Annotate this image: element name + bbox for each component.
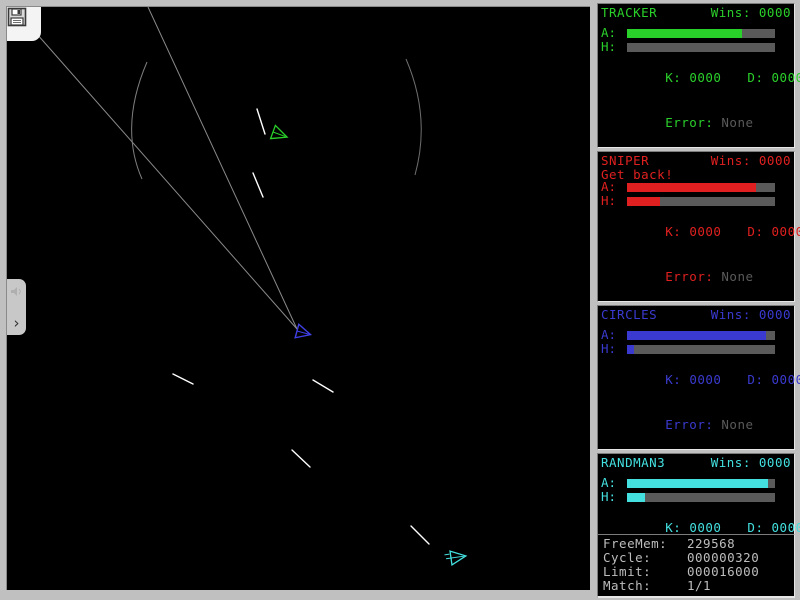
kills-deaths: K: 0000 D: 0000 <box>601 55 800 100</box>
armor-bar-fill <box>627 478 768 488</box>
deaths-value: 0000 <box>771 520 800 535</box>
match-row: Match: 1/1 <box>603 578 712 593</box>
armor-row: A: <box>601 475 791 490</box>
speaker-icon <box>11 287 21 296</box>
robot-sidebar: TRACKER Wins: 0000 A: H: K: 0000 D: 0000 <box>594 0 800 600</box>
ship-randman3 <box>444 550 468 567</box>
error-value: None <box>721 115 754 130</box>
robot-trail-arc <box>405 58 422 176</box>
heat-row: H: <box>601 39 791 54</box>
armor-bar <box>627 28 775 38</box>
armor-row: A: <box>601 327 791 342</box>
match-status-panel: FreeMem: 229568 Cycle: 000000320 Limit: … <box>597 534 795 597</box>
robot-wins: Wins: 0000 <box>710 455 791 470</box>
robot-panel-sniper[interactable]: SNIPER Wins: 0000 Get back! A: H: K: 000… <box>597 151 800 302</box>
panel-expand-tab[interactable]: › <box>7 279 26 335</box>
robot-trail-arc <box>131 61 148 180</box>
armor-bar-fill <box>627 182 756 192</box>
heat-row: H: <box>601 489 791 504</box>
bullet-streak <box>312 379 334 393</box>
heat-bar <box>627 492 775 502</box>
robot-wins: Wins: 0000 <box>710 307 791 322</box>
error-value: None <box>721 269 754 284</box>
kills-value: 0000 <box>689 372 722 387</box>
save-button[interactable] <box>7 7 41 41</box>
bullet-streak <box>256 108 266 135</box>
error-row: Error: None <box>665 269 754 284</box>
battle-arena[interactable]: › <box>6 6 590 590</box>
robot-name: SNIPER <box>601 153 650 168</box>
freemem-row: FreeMem: 229568 <box>603 536 736 551</box>
armor-bar <box>627 182 775 192</box>
heat-bar <box>627 196 775 206</box>
bullet-group <box>172 108 430 545</box>
armor-label: A: <box>601 25 617 40</box>
heat-row: H: <box>601 193 791 208</box>
heat-label: H: <box>601 489 617 504</box>
kills-deaths: K: 0000 D: 0000 <box>601 209 800 254</box>
robot-name: CIRCLES <box>601 307 658 322</box>
kills-value: 0000 <box>689 520 722 535</box>
panel-spacer <box>601 322 791 329</box>
deaths-value: 0000 <box>771 372 800 387</box>
cycle-value: 000000320 <box>687 550 760 565</box>
bullet-streak <box>291 449 311 468</box>
robot-trail <box>28 24 298 330</box>
armor-label: A: <box>601 475 617 490</box>
kills-deaths: K: 0000 D: 0000 <box>601 357 800 402</box>
heat-label: H: <box>601 39 617 54</box>
bullet-streak <box>410 525 430 545</box>
armor-row: A: <box>601 179 791 194</box>
armor-bar <box>627 478 775 488</box>
bullet-streak <box>252 172 264 198</box>
ship-tracker <box>269 124 289 140</box>
panel-spacer <box>601 20 791 27</box>
robot-message: Get back! <box>601 167 674 182</box>
cycle-row: Cycle: 000000320 <box>603 550 760 565</box>
heat-label: H: <box>601 193 617 208</box>
freemem-value: 229568 <box>687 536 736 551</box>
heat-row: H: <box>601 341 791 356</box>
heat-bar <box>627 344 775 354</box>
robot-trail <box>147 7 298 330</box>
deaths-value: 0000 <box>771 224 800 239</box>
heat-label: H: <box>601 341 617 356</box>
bullet-streak <box>172 373 194 385</box>
heat-bar <box>627 42 775 52</box>
limit-row: Limit: 000016000 <box>603 564 760 579</box>
robot-wins: Wins: 0000 <box>710 153 791 168</box>
heat-bar-fill <box>627 196 660 206</box>
limit-value: 000016000 <box>687 564 760 579</box>
armor-bar <box>627 330 775 340</box>
match-value: 1/1 <box>687 578 712 593</box>
robot-panel-circles[interactable]: CIRCLES Wins: 0000 A: H: K: 0000 D: 0000 <box>597 305 800 450</box>
error-value: None <box>721 417 754 432</box>
heat-bar-fill <box>627 344 635 354</box>
chevron-right-icon: › <box>13 314 20 332</box>
arena-vector-layer <box>28 7 468 567</box>
deaths-value: 0000 <box>771 70 800 85</box>
armor-row: A: <box>601 25 791 40</box>
armor-bar-fill <box>627 330 767 340</box>
robot-panel-tracker[interactable]: TRACKER Wins: 0000 A: H: K: 0000 D: 0000 <box>597 3 800 148</box>
robot-name: TRACKER <box>601 5 658 20</box>
armor-label: A: <box>601 179 617 194</box>
kills-deaths: K: 0000 D: 0000 <box>601 505 800 550</box>
robot-wins: Wins: 0000 <box>710 5 791 20</box>
kills-value: 0000 <box>689 224 722 239</box>
error-row: Error: None <box>665 115 754 130</box>
robot-name: RANDMAN3 <box>601 455 666 470</box>
armor-label: A: <box>601 327 617 342</box>
armor-bar-fill <box>627 28 743 38</box>
error-row: Error: None <box>665 417 754 432</box>
arena-container: › <box>6 6 590 590</box>
heat-bar-fill <box>627 492 645 502</box>
panel-spacer <box>601 470 791 477</box>
ship-circles <box>294 322 313 339</box>
kills-value: 0000 <box>689 70 722 85</box>
floppy-save-icon <box>7 7 27 27</box>
